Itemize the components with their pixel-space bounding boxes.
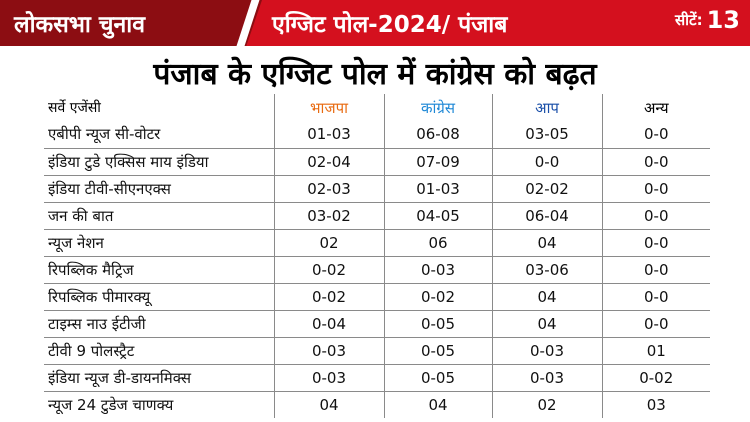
agency-name-cell: रिपब्लिक मैट्रिज bbox=[44, 256, 275, 284]
table-row: टाइम्स नाउ ईटीजी 0-04 0-05 04 0-0 bbox=[44, 310, 710, 338]
exit-poll-table: सर्वे एजेंसी भाजपा कांग्रेस आप अन्य एबीप… bbox=[44, 94, 710, 418]
seat-range-cell: 0-03 bbox=[274, 364, 385, 392]
seat-range-cell: 0-03 bbox=[384, 256, 493, 284]
seat-range-cell: 01-03 bbox=[384, 175, 493, 203]
table-row: इंडिया टुडे एक्सिस माय इंडिया 02-04 07-09 0… bbox=[44, 148, 710, 176]
seat-range-cell: 0-02 bbox=[384, 283, 493, 311]
table-header-row: सर्वे एजेंसी भाजपा कांग्रेस आप अन्य bbox=[44, 94, 710, 121]
column-header-aap: आप bbox=[492, 94, 603, 121]
seat-range-cell: 0-03 bbox=[492, 337, 603, 365]
seat-range-cell: 04 bbox=[492, 310, 603, 338]
column-header-congress: कांग्रेस bbox=[384, 94, 493, 121]
seat-range-cell: 02-04 bbox=[274, 148, 385, 176]
agency-name-cell: एबीपी न्यूज सी-वोटर bbox=[44, 121, 275, 149]
agency-name-cell: न्यूज 24 टुडेज चाणक्य bbox=[44, 391, 275, 418]
agency-name-cell: इंडिया न्यूज डी-डायनमिक्स bbox=[44, 364, 275, 392]
section-label: लोकसभा चुनाव bbox=[14, 12, 146, 38]
seat-range-cell: 0-0 bbox=[602, 256, 710, 284]
seat-range-cell: 0-0 bbox=[602, 148, 710, 176]
seat-range-cell: 0-04 bbox=[274, 310, 385, 338]
table-row: रिपब्लिक मैट्रिज 0-02 0-03 03-06 0-0 bbox=[44, 256, 710, 284]
seat-range-cell: 0-0 bbox=[492, 148, 603, 176]
table-row: जन की बात 03-02 04-05 06-04 0-0 bbox=[44, 202, 710, 230]
seat-range-cell: 04 bbox=[384, 391, 493, 418]
seat-range-cell: 0-02 bbox=[602, 364, 710, 392]
agency-name-cell: न्यूज नेशन bbox=[44, 229, 275, 257]
seat-range-cell: 0-0 bbox=[602, 283, 710, 311]
seats-label: सीटें: bbox=[675, 11, 703, 29]
table-row: इंडिया टीवी-सीएनएक्स 02-03 01-03 02-02 0-0 bbox=[44, 175, 710, 203]
seat-range-cell: 03-06 bbox=[492, 256, 603, 284]
seat-range-cell: 0-05 bbox=[384, 337, 493, 365]
column-header-others: अन्य bbox=[643, 98, 669, 117]
seat-range-cell: 0-0 bbox=[602, 202, 710, 230]
seat-range-cell: 03-05 bbox=[492, 121, 603, 149]
seat-range-cell: 0-05 bbox=[384, 364, 493, 392]
seat-range-cell: 07-09 bbox=[384, 148, 493, 176]
section-label-box: लोकसभा चुनाव bbox=[0, 0, 262, 46]
seat-range-cell: 0-02 bbox=[274, 283, 385, 311]
table-row: इंडिया न्यूज डी-डायनमिक्स 0-03 0-05 0-03 0-0… bbox=[44, 364, 710, 392]
seat-range-cell: 02 bbox=[492, 391, 603, 418]
seat-range-cell: 04 bbox=[492, 283, 603, 311]
agency-name-cell: टीवी 9 पोलस्ट्रैट bbox=[44, 337, 275, 365]
header-banner: लोकसभा चुनाव एग्जिट पोल-2024/ पंजाब सीटे… bbox=[0, 0, 750, 46]
seat-range-cell: 0-0 bbox=[602, 175, 710, 203]
agency-name-cell: इंडिया टीवी-सीएनएक्स bbox=[44, 175, 275, 203]
seat-range-cell: 0-02 bbox=[274, 256, 385, 284]
seat-range-cell: 01-03 bbox=[274, 121, 385, 149]
seat-range-cell: 04 bbox=[274, 391, 385, 418]
table-row: न्यूज 24 टुडेज चाणक्य 04 04 02 03 bbox=[44, 391, 710, 418]
seat-range-cell: 02-02 bbox=[492, 175, 603, 203]
seat-range-cell: 0-03 bbox=[492, 364, 603, 392]
table-row: एबीपी न्यूज सी-वोटर 01-03 06-08 03-05 0-0 bbox=[44, 121, 710, 149]
seat-range-cell: 0-0 bbox=[602, 229, 710, 257]
column-header-bjp: भाजपा bbox=[274, 94, 385, 121]
seat-range-cell: 0-05 bbox=[384, 310, 493, 338]
seat-range-cell: 06 bbox=[384, 229, 493, 257]
seat-range-cell: 04 bbox=[492, 229, 603, 257]
seat-range-cell: 04-05 bbox=[384, 202, 493, 230]
seat-range-cell: 03-02 bbox=[274, 202, 385, 230]
table-row: टीवी 9 पोलस्ट्रैट 0-03 0-05 0-03 01 bbox=[44, 337, 710, 365]
agency-name-cell: जन की बात bbox=[44, 202, 275, 230]
seat-range-cell: 06-04 bbox=[492, 202, 603, 230]
table-row: न्यूज नेशन 02 06 04 0-0 bbox=[44, 229, 710, 257]
seat-range-cell: 03 bbox=[646, 395, 666, 414]
seat-range-cell: 01 bbox=[602, 337, 710, 365]
seat-range-cell: 02-03 bbox=[274, 175, 385, 203]
seat-range-cell: 06-08 bbox=[384, 121, 493, 149]
header-title: एग्जिट पोल-2024/ पंजाब bbox=[272, 12, 508, 38]
agency-name-cell: इंडिया टुडे एक्सिस माय इंडिया bbox=[44, 148, 275, 176]
column-header-agency: सर्वे एजेंसी bbox=[44, 94, 275, 121]
seat-range-cell: 0-03 bbox=[274, 337, 385, 365]
table-row: रिपब्लिक पीमारक्यू 0-02 0-02 04 0-0 bbox=[44, 283, 710, 311]
seat-range-cell: 0-0 bbox=[602, 310, 710, 338]
page-title: पंजाब के एग्जिट पोल में कांग्रेस को बढ़त bbox=[153, 57, 597, 92]
agency-name-cell: रिपब्लिक पीमारक्यू bbox=[44, 283, 275, 311]
seat-range-cell: 02 bbox=[274, 229, 385, 257]
seats-info: सीटें: 13 bbox=[675, 6, 740, 34]
seats-count: 13 bbox=[706, 6, 740, 34]
agency-name-cell: टाइम्स नाउ ईटीजी bbox=[44, 310, 275, 338]
seat-range-cell: 0-0 bbox=[602, 121, 710, 149]
